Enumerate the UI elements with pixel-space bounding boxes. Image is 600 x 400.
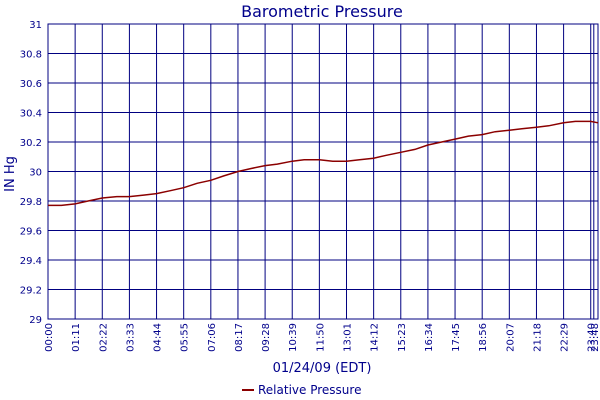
y-tick-label: 30 [29, 168, 42, 179]
grid-layer [47, 23, 599, 320]
x-tick-label: 11:50 [315, 323, 326, 352]
x-tick-label: 22:29 [560, 323, 571, 352]
y-tick-label: 29.4 [20, 256, 42, 267]
y-axis-label: IN Hg [3, 156, 18, 192]
legend-label-relative-pressure: Relative Pressure [258, 383, 361, 397]
x-tick-label: 09:28 [261, 323, 272, 352]
y-tick-labels: 29 29.2 29.4 29.6 29.8 30 30.2 30.4 30.6 30.8 31 [20, 20, 42, 326]
y-tick-label: 30.2 [20, 138, 42, 149]
x-tick-label: 04:44 [153, 323, 164, 352]
y-tick-label: 29.2 [20, 286, 42, 297]
chart-title: Barometric Pressure [241, 2, 403, 21]
x-tick-label: 20:07 [505, 323, 516, 352]
x-tick-label: 01:11 [71, 323, 82, 352]
x-tick-label: 18:56 [478, 323, 489, 352]
x-tick-label: 03:33 [125, 323, 136, 352]
x-tick-label: 10:39 [288, 323, 299, 352]
x-tick-label: 13:01 [343, 323, 354, 352]
x-tick-label: 16:34 [424, 323, 435, 352]
y-tick-label: 29.8 [20, 197, 42, 208]
x-tick-label: 14:12 [370, 323, 381, 352]
y-tick-label: 30.8 [20, 50, 42, 61]
plot-border [47, 23, 599, 320]
series-line-relative-pressure [48, 120, 599, 207]
x-tick-label: 17:45 [451, 323, 462, 352]
x-tick-label: 08:17 [234, 323, 245, 352]
x-tick-label: 23:48 [590, 323, 600, 352]
series-layer [48, 120, 599, 207]
x-tick-label: 02:22 [98, 323, 109, 352]
x-axis-label: 01/24/09 (EDT) [273, 361, 372, 376]
x-tick-label: 23:40 [587, 323, 598, 352]
x-tick-label: 15:23 [397, 323, 408, 352]
x-tick-labels: 00:00 01:11 02:22 03:33 04:44 05:55 07:06 08:17… [44, 323, 600, 352]
y-tick-label: 29.6 [20, 227, 42, 238]
x-tick-label: 07:06 [207, 323, 218, 352]
y-tick-label: 31 [29, 20, 42, 31]
legend: Relative Pressure [242, 383, 361, 397]
x-tick-label: 00:00 [44, 323, 55, 352]
y-tick-label: 30.6 [20, 79, 42, 90]
x-tick-label: 05:55 [180, 323, 191, 352]
y-tick-label: 30.4 [20, 109, 42, 120]
y-tick-label: 29 [29, 315, 42, 326]
x-tick-label: 21:18 [532, 323, 543, 352]
